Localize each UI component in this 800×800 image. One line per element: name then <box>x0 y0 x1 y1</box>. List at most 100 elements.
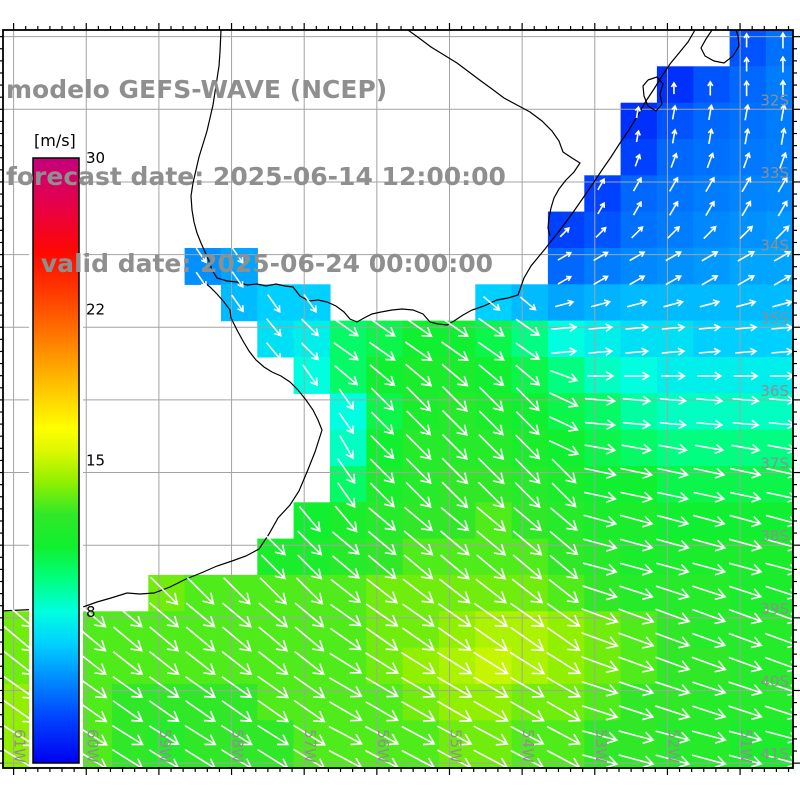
wind-arrow <box>515 387 540 412</box>
wind-cell <box>475 284 513 322</box>
wind-arrow <box>656 562 690 576</box>
wind-cell <box>439 720 476 758</box>
wind-arrow <box>735 347 758 356</box>
wind-arrow <box>258 626 289 652</box>
wind-cell <box>330 756 367 768</box>
wind-arrow <box>619 562 654 576</box>
wind-cell <box>729 756 767 768</box>
wind-arrow <box>329 652 363 674</box>
wind-cell <box>475 756 513 768</box>
wind-arrow <box>618 681 655 697</box>
wind-arrow <box>515 411 540 436</box>
colorbar-tick-label: 15 <box>86 452 105 470</box>
wind-arrow <box>185 602 216 628</box>
wind-arrow <box>655 681 691 697</box>
wind-arrow <box>659 419 688 430</box>
wind-arrow <box>772 299 793 308</box>
wind-cell <box>511 720 549 758</box>
wind-arrow <box>557 251 573 261</box>
coastline <box>3 281 323 612</box>
wind-arrow <box>732 395 760 406</box>
wind-cell <box>620 756 658 768</box>
wind-arrow <box>437 725 473 746</box>
wind-arrow <box>697 371 723 381</box>
wind-arrow <box>625 323 650 332</box>
wind-arrow <box>112 626 143 652</box>
wind-arrow <box>733 371 759 381</box>
wind-cell <box>547 284 585 322</box>
wind-arrow <box>583 467 617 480</box>
wind-arrow <box>112 676 144 699</box>
map-border <box>2 29 794 769</box>
wind-arrow <box>231 271 244 289</box>
colorbar-gradient <box>32 157 80 764</box>
wind-arrow <box>625 347 650 356</box>
coastline <box>190 30 696 326</box>
wind-arrow <box>728 656 763 673</box>
wind-arrow <box>692 681 727 697</box>
wind-arrow <box>692 538 727 552</box>
graticule <box>3 30 793 768</box>
wind-arrow <box>621 443 653 455</box>
wind-arrow <box>519 296 537 311</box>
wind-arrow <box>329 701 363 722</box>
wind-arrow <box>546 626 581 652</box>
wind-arrow <box>744 127 751 145</box>
wind-arrow <box>735 323 758 332</box>
wind-arrow <box>477 457 505 485</box>
wind-arrow <box>597 201 606 215</box>
wind-arrow <box>557 275 573 285</box>
wind-arrow <box>148 700 180 723</box>
wind-arrow <box>618 705 655 721</box>
wind-arrow <box>663 299 684 308</box>
colorbar-tick-label: 22 <box>86 300 105 318</box>
wind-arrow <box>437 626 472 652</box>
wind-cell <box>366 756 404 768</box>
wind-arrow <box>509 651 546 675</box>
wind-arrow <box>473 651 509 675</box>
wind-cell <box>475 320 513 358</box>
wind-arrow <box>477 341 505 361</box>
wind-arrow <box>661 347 686 356</box>
wind-arrow <box>369 458 395 484</box>
wind-arrow <box>667 225 681 239</box>
wind-arrow <box>297 530 323 556</box>
wind-cell <box>620 647 658 685</box>
wind-arrow <box>764 656 793 673</box>
axis-ticks <box>0 23 800 775</box>
wind-arrow <box>775 225 790 240</box>
wind-arrow <box>743 56 750 72</box>
wind-arrow <box>369 482 395 508</box>
wind-arrow <box>696 395 724 406</box>
wind-arrow <box>511 578 544 604</box>
wind-arrow <box>514 482 541 509</box>
wind-arrow <box>184 724 217 746</box>
wind-arrow <box>365 652 400 674</box>
colorbar: [m/s] 30 22 15 8 <box>29 131 105 767</box>
coastline <box>642 76 664 112</box>
wind-arrow <box>584 443 617 455</box>
wind-cell <box>547 720 585 758</box>
wind-arrow <box>297 554 323 580</box>
wind-arrow <box>482 295 501 312</box>
wind-cell <box>75 756 113 768</box>
wind-arrow-layer <box>3 31 793 768</box>
wind-cell <box>221 756 258 768</box>
wind-cell <box>293 720 331 758</box>
wind-arrow <box>510 602 545 628</box>
wind-arrow <box>406 386 432 412</box>
wind-arrow <box>513 506 543 532</box>
wind-arrow <box>582 538 618 552</box>
wind-arrow <box>436 676 473 699</box>
wind-arrow <box>257 650 289 676</box>
wind-arrow <box>692 585 727 601</box>
wind-arrow <box>706 152 715 169</box>
wind-cell <box>475 357 513 394</box>
coastline-layer <box>3 30 740 612</box>
wind-arrow <box>367 554 397 580</box>
wind-arrow <box>693 467 726 479</box>
wind-cell <box>439 756 476 768</box>
wind-arrow <box>744 103 751 121</box>
wind-arrow <box>515 364 541 386</box>
wind-arrow <box>477 317 505 337</box>
